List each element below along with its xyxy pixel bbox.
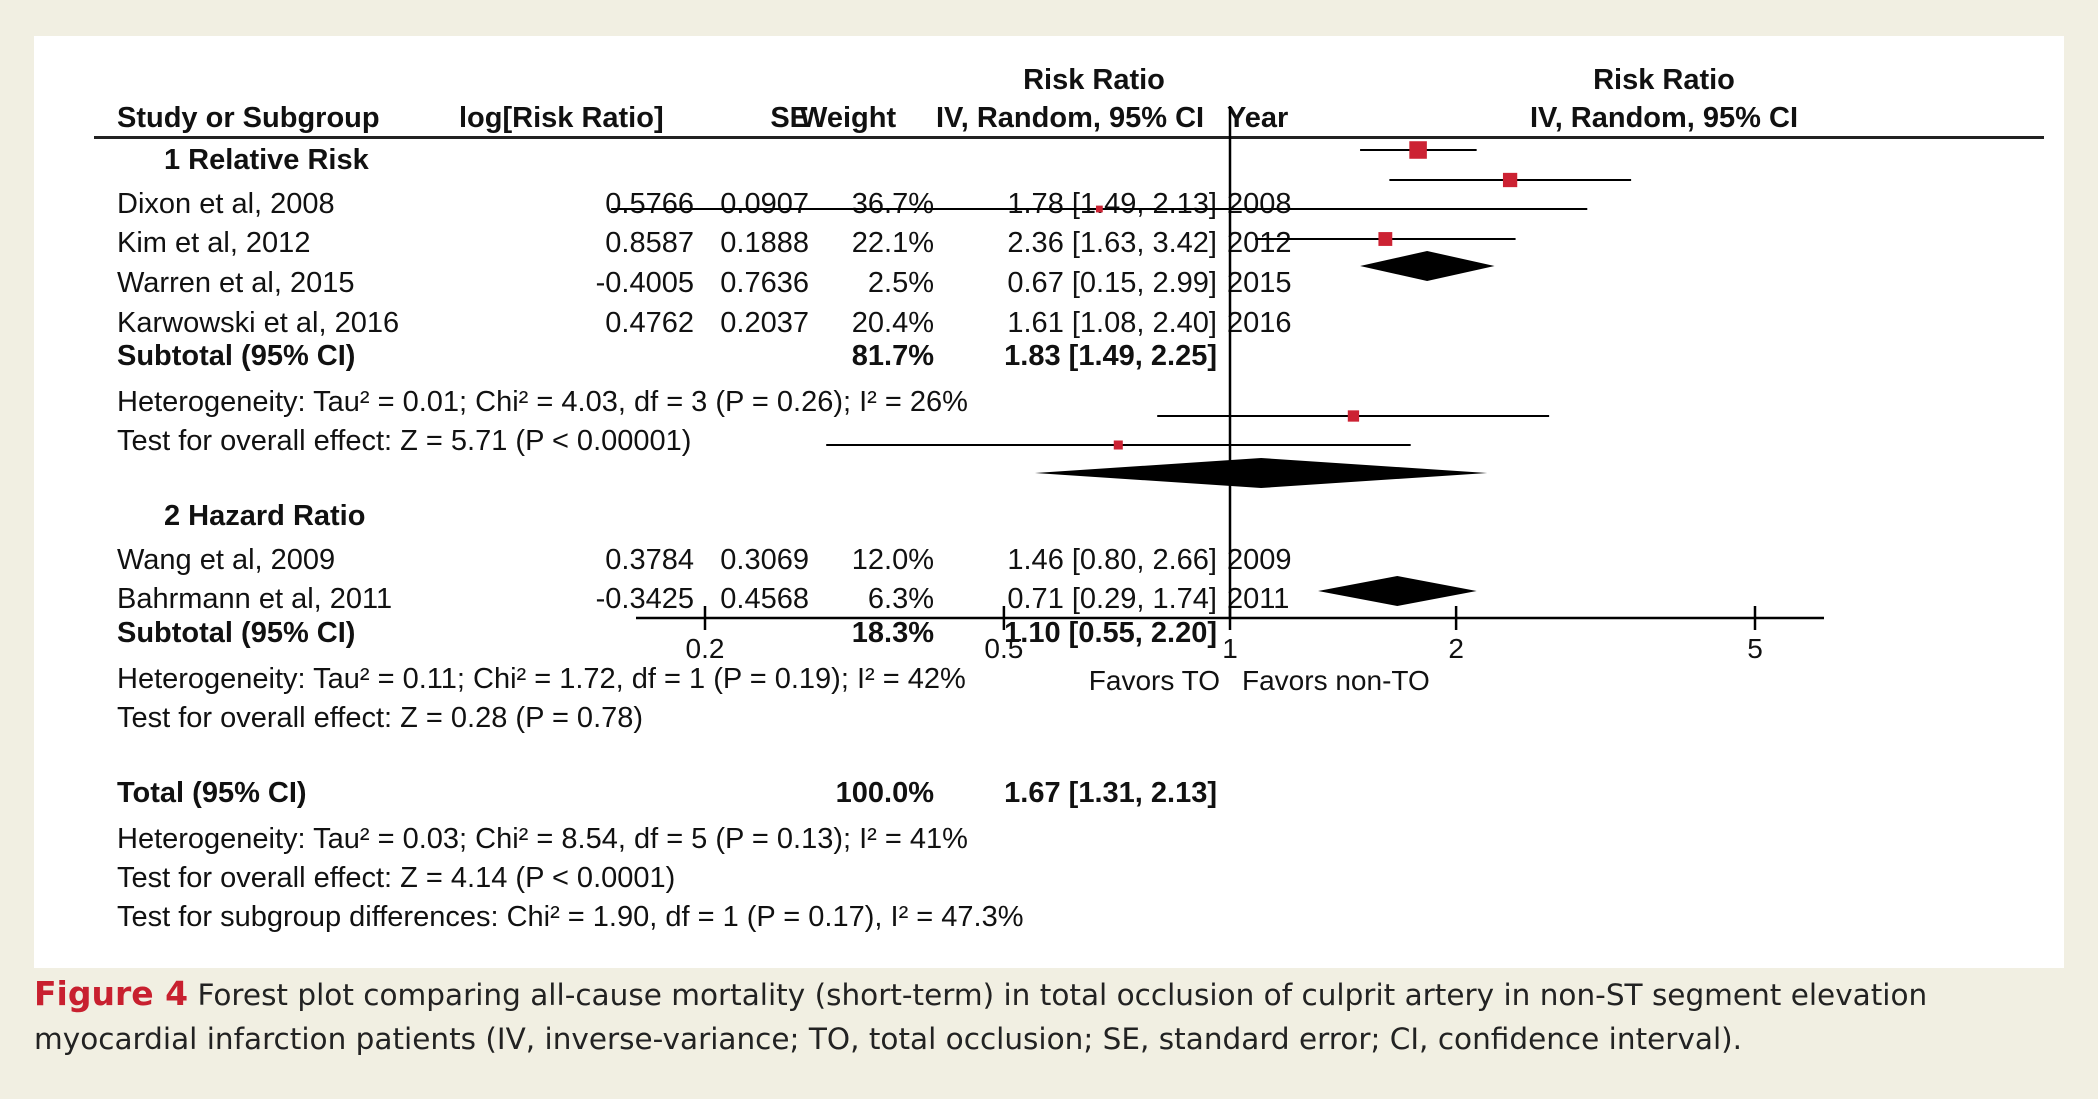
study-logrr: 0.8587 [605,227,694,259]
study-weight: 2.5% [867,267,934,299]
study-marker [1502,172,1518,188]
figure-caption: Figure 4 Forest plot comparing all-cause… [34,972,2064,1061]
overall-effect-text: Test for overall effect: Z = 0.28 (P = 0… [117,702,644,734]
study-weight: 20.4% [851,307,934,339]
heterogeneity-text: Heterogeneity: Tau² = 0.01; Chi² = 4.03,… [117,386,968,418]
study-marker [1409,141,1427,159]
study-marker [1095,205,1103,213]
x-tick-label: 0.2 [686,633,725,664]
study-weight: 6.3% [867,583,934,615]
header-study: Study or Subgroup [117,102,380,134]
forest-plot-panel: Risk Ratio Risk Ratio Study or Subgroup … [34,36,2064,968]
study-se: 0.7636 [720,267,809,299]
study-name: Karwowski et al, 2016 [117,307,400,339]
x-ticks: 0.2 0.5 1 2 5 [686,606,1763,664]
plot-marks [611,141,1632,606]
study-se: 0.2037 [720,307,809,339]
overall-effect-text: Test for overall effect: Z = 5.71 (P < 0… [117,425,692,457]
header-plot-ci: IV, Random, 95% CI [1529,102,1799,134]
study-year: 2016 [1227,307,1292,339]
study-year: 2009 [1227,544,1292,576]
header-logrr: log[Risk Ratio] [459,102,664,134]
subtotal-weight: 18.3% [851,617,934,649]
study-ci: 1.78 [1.49, 2.13] [1007,188,1217,220]
study-year: 2015 [1227,267,1292,299]
study-weight: 36.7% [851,188,934,220]
study-ci: 2.36 [1.63, 3.42] [1007,227,1217,259]
total-ci: 1.67 [1.31, 2.13] [1004,777,1217,809]
caption-text: Forest plot comparing all-cause mortalit… [34,978,1928,1056]
group-title-hazard-ratio: 2 Hazard Ratio [164,500,366,532]
figure-label: Figure 4 [34,974,189,1013]
study-se: 0.0907 [720,188,809,220]
x-tick-label: 5 [1747,633,1763,664]
study-logrr: -0.4005 [595,267,694,299]
subtotal-weight: 81.7% [851,340,934,372]
study-marker [1347,410,1360,422]
group-title-relative-risk: 1 Relative Risk [164,144,369,176]
study-year: 2008 [1227,188,1292,220]
study-ci: 1.61 [1.08, 2.40] [1007,307,1217,339]
study-year: 2012 [1227,227,1292,259]
forest-plot-graphic: 0.2 0.5 1 2 5 Favors TO Favors non-TO [611,106,1824,696]
study-logrr: 0.4762 [605,307,694,339]
heterogeneity-text: Heterogeneity: Tau² = 0.11; Chi² = 1.72,… [117,663,966,695]
header-year: Year [1227,102,1289,134]
study-se: 0.4568 [720,583,809,615]
study-name: Bahrmann et al, 2011 [117,583,393,615]
study-logrr: 0.5766 [605,188,694,220]
header-rr-ci: IV, Random, 95% CI [936,102,1205,134]
header-risk-ratio: Risk Ratio [1023,64,1165,96]
subtotal-label: Subtotal (95% CI) [117,617,356,649]
header-plot-risk-ratio: Risk Ratio [1593,64,1735,96]
header-weight: Weight [800,102,897,134]
study-name: Kim et al, 2012 [117,227,311,259]
study-logrr: 0.3784 [605,544,694,576]
total-label: Total (95% CI) [117,777,307,809]
x-tick-label: 1 [1222,633,1238,664]
study-weight: 12.0% [851,544,934,576]
study-name: Wang et al, 2009 [117,544,336,576]
study-marker [1113,440,1123,450]
study-name: Warren et al, 2015 [117,267,355,299]
header-rule [94,136,2044,139]
study-marker [1378,232,1393,246]
x-tick-label: 0.5 [984,633,1023,664]
header-se: SE [770,102,809,134]
total-weight: 100.0% [835,777,934,809]
study-logrr: -0.3425 [595,583,694,615]
study-ci: 1.46 [0.80, 2.66] [1007,544,1217,576]
study-year: 2011 [1227,583,1290,615]
study-name: Dixon et al, 2008 [117,188,335,220]
summary-diamond [1360,251,1495,281]
study-se: 0.1888 [720,227,809,259]
subtotal-label: Subtotal (95% CI) [117,340,356,372]
subgroup-differences-text: Test for subgroup differences: Chi² = 1.… [117,901,1024,933]
study-se: 0.3069 [720,544,809,576]
total-heterogeneity-text: Heterogeneity: Tau² = 0.03; Chi² = 8.54,… [117,823,968,855]
x-tick-label: 2 [1448,633,1464,664]
subtotal-ci: 1.83 [1.49, 2.25] [1004,340,1217,372]
study-ci: 0.71 [0.29, 1.74] [1007,583,1217,615]
study-ci: 0.67 [0.15, 2.99] [1007,267,1217,299]
favors-right-label: Favors non-TO [1242,665,1430,696]
favors-left-label: Favors TO [1089,665,1220,696]
summary-diamond [1318,576,1477,606]
summary-diamond [1034,458,1488,488]
subtotal-ci: 1.10 [0.55, 2.20] [1004,617,1217,649]
study-weight: 22.1% [851,227,934,259]
total-overall-effect-text: Test for overall effect: Z = 4.14 (P < 0… [117,862,676,894]
